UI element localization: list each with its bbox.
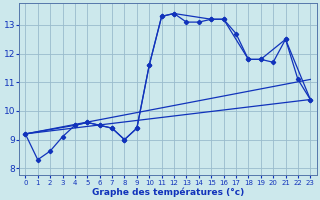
X-axis label: Graphe des températures (°c): Graphe des températures (°c)	[92, 187, 244, 197]
